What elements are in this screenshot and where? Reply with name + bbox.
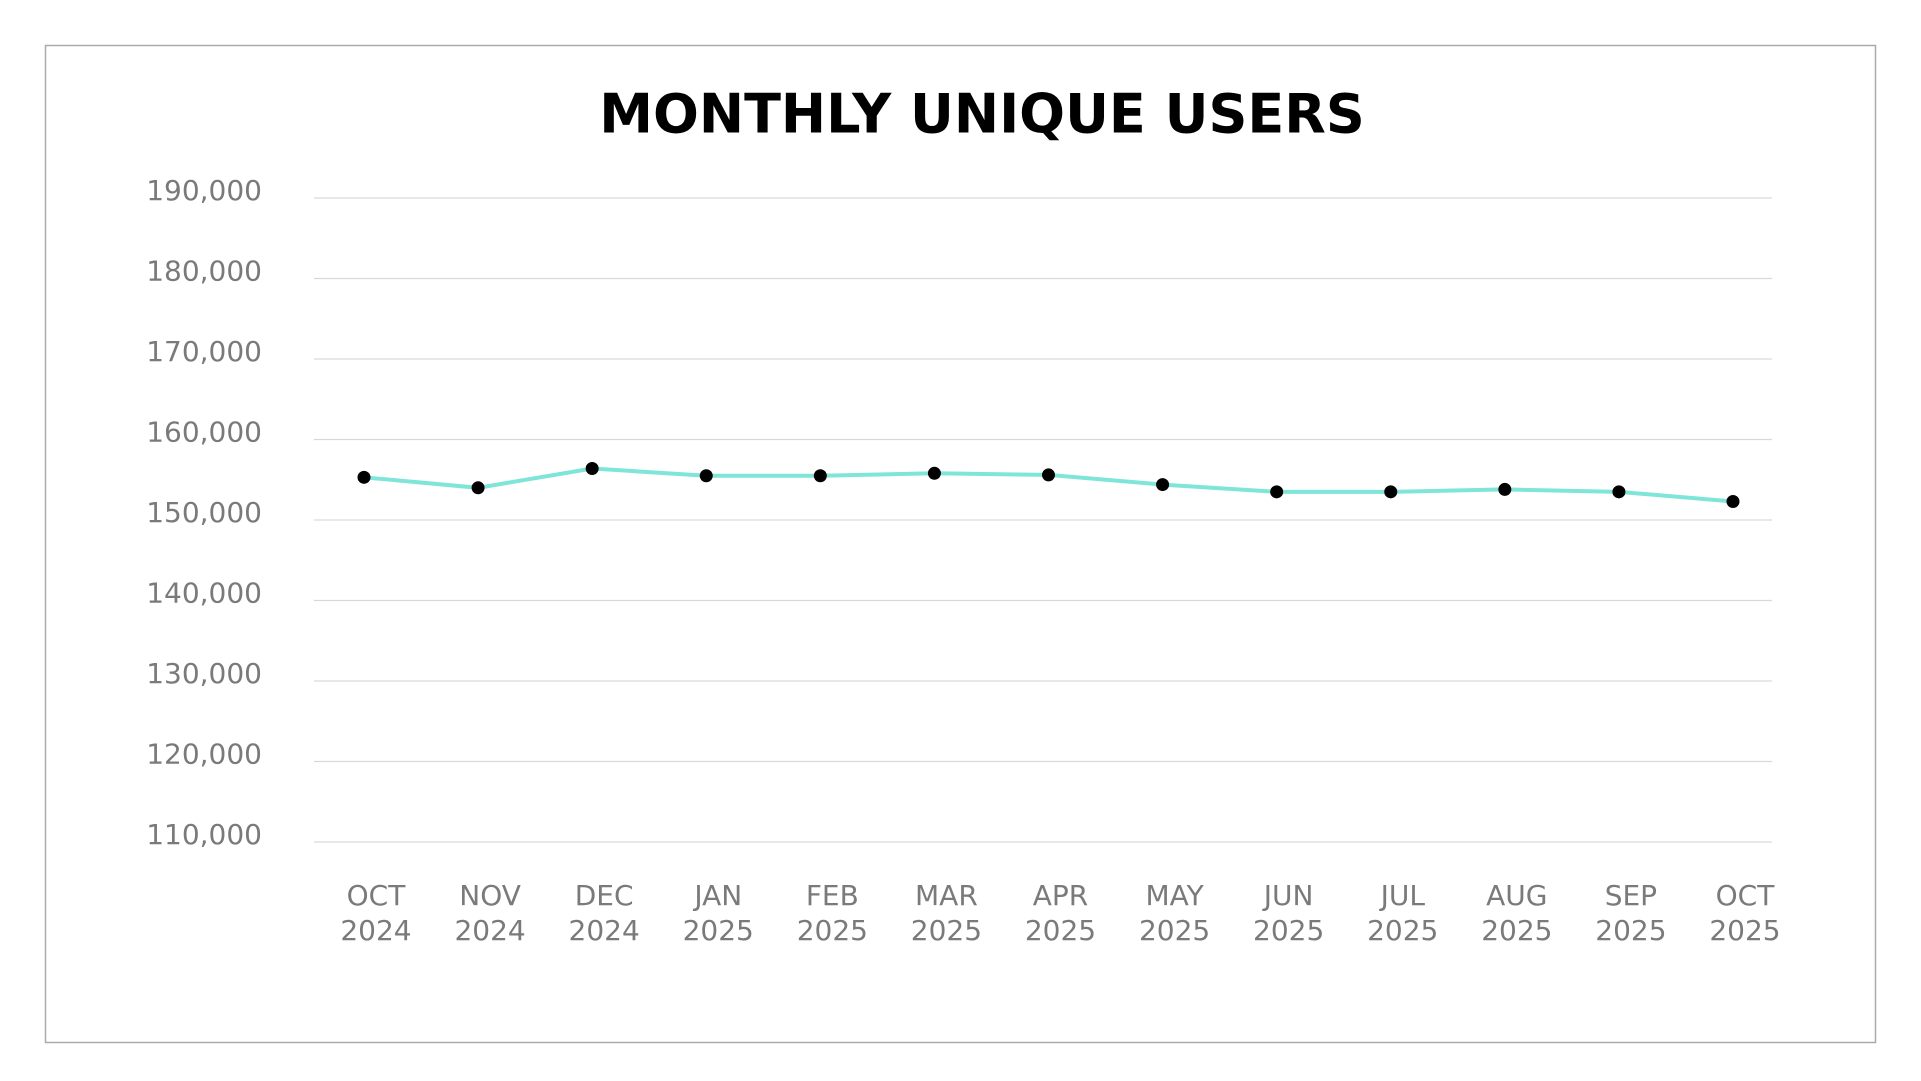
marker xyxy=(1156,478,1170,492)
y-tick-label: 180,000 xyxy=(146,255,262,288)
x-tick-label: AUG 2025 xyxy=(1481,879,1553,947)
marker xyxy=(1270,485,1284,499)
y-tick-label: 110,000 xyxy=(146,818,262,851)
x-tick-label: MAR 2025 xyxy=(910,879,983,947)
y-tick-label: 140,000 xyxy=(146,577,262,610)
y-tick-label: 130,000 xyxy=(146,657,262,690)
marker xyxy=(1384,485,1398,499)
x-tick-label: OCT 2025 xyxy=(1709,879,1781,947)
marker xyxy=(1726,494,1740,508)
y-tick-label: 160,000 xyxy=(146,416,262,449)
marker xyxy=(1612,485,1626,499)
x-tick-label: NOV 2024 xyxy=(454,879,526,947)
y-tick-label: 170,000 xyxy=(146,335,262,368)
marker xyxy=(1042,468,1055,482)
x-tick-label: FEB 2025 xyxy=(796,879,868,947)
chart-title: MONTHLY UNIQUE USERS xyxy=(599,83,1364,146)
x-tick-label: DEC 2024 xyxy=(568,879,640,947)
x-tick-label: JUL 2025 xyxy=(1367,879,1439,947)
x-tick-label: JAN 2025 xyxy=(682,879,754,947)
marker xyxy=(1498,482,1512,496)
x-tick-label: SEP 2025 xyxy=(1595,879,1667,947)
x-tick-label: JUN 2025 xyxy=(1253,879,1325,947)
y-tick-label: 120,000 xyxy=(146,738,262,771)
marker xyxy=(585,461,599,475)
y-tick-label: 190,000 xyxy=(146,174,262,207)
marker xyxy=(357,470,371,484)
frame xyxy=(44,44,1877,1044)
y-tick-label: 150,000 xyxy=(146,496,262,529)
marker xyxy=(699,469,713,483)
x-tick-label: APR 2025 xyxy=(1024,879,1097,947)
marker xyxy=(471,481,485,495)
marker xyxy=(927,466,941,480)
x-tick-label: OCT 2024 xyxy=(340,879,412,947)
marker xyxy=(813,469,827,483)
x-tick-label: MAY 2025 xyxy=(1138,879,1211,947)
